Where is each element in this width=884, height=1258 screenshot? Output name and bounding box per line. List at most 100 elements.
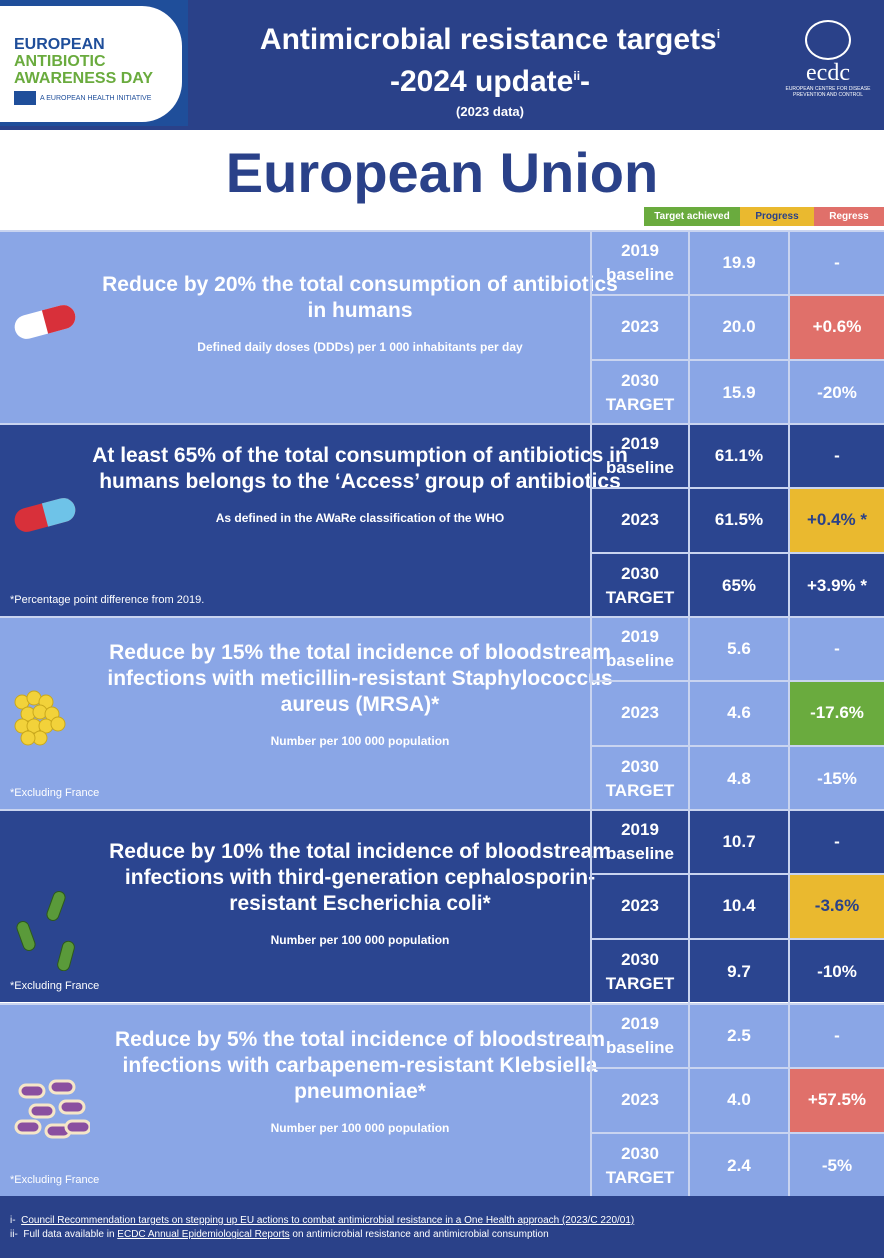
table-row: 2030 TARGET 65% +3.9% * (590, 553, 884, 618)
value-cell: 5.6 (688, 618, 788, 681)
values-table: 2019 baseline 10.7 - 2023 10.4 -3.6% 203… (590, 811, 884, 1004)
year-cell: 2023 (590, 1069, 688, 1132)
table-row: 2023 4.0 +57.5% (590, 1069, 884, 1134)
target-unit: As defined in the AWaRe classification o… (215, 511, 505, 525)
target-unit: Defined daily doses (DDDs) per 1 000 inh… (197, 340, 523, 354)
region-title: European Union (225, 141, 659, 204)
table-row: 2019 baseline 2.5 - (590, 1005, 884, 1070)
target-section: Reduce by 20% the total consumption of a… (0, 230, 884, 425)
value-cell: 15.9 (688, 360, 788, 425)
value-cell: 2.4 (688, 1133, 788, 1198)
values-table: 2019 baseline 61.1% - 2023 61.5% +0.4% *… (590, 425, 884, 618)
year-cell: 2019 baseline (590, 425, 688, 488)
value-cell: 10.4 (688, 875, 788, 938)
year-cell: 2023 (590, 489, 688, 552)
value-cell: 61.1% (688, 425, 788, 488)
eaad-logo: EUROPEAN ANTIBIOTIC AWARENESS DAY A EURO… (0, 0, 188, 126)
target-section: Reduce by 10% the total incidence of blo… (0, 809, 884, 1004)
change-cell: - (788, 425, 884, 488)
year-cell: 2030 TARGET (590, 360, 688, 425)
change-cell: - (788, 1005, 884, 1068)
year-cell: 2030 TARGET (590, 553, 688, 618)
staphylococcus-icon (10, 688, 80, 746)
eu-flag-icon (14, 91, 36, 105)
value-cell: 2.5 (688, 1005, 788, 1068)
year-cell: 2030 TARGET (590, 1133, 688, 1198)
table-row: 2019 baseline 61.1% - (590, 425, 884, 490)
table-row: 2023 61.5% +0.4% * (590, 489, 884, 554)
table-row: 2030 TARGET 4.8 -15% (590, 746, 884, 811)
change-cell: -15% (788, 746, 884, 811)
target-headline: Reduce by 20% the total consumption of a… (102, 273, 618, 322)
year-cell: 2019 baseline (590, 618, 688, 681)
values-table: 2019 baseline 19.9 - 2023 20.0 +0.6% 203… (590, 232, 884, 425)
change-cell: - (788, 618, 884, 681)
target-headline: At least 65% of the total consumption of… (92, 444, 628, 493)
change-cell: -20% (788, 360, 884, 425)
value-cell: 20.0 (688, 296, 788, 359)
values-table: 2019 baseline 5.6 - 2023 4.6 -17.6% 2030… (590, 618, 884, 811)
ecdc-logo: ecdc EUROPEAN CENTRE FOR DISEASE PREVENT… (778, 20, 878, 98)
table-row: 2019 baseline 19.9 - (590, 232, 884, 297)
value-cell: 9.7 (688, 939, 788, 1004)
value-cell: 65% (688, 553, 788, 618)
change-cell: +0.6% (788, 296, 884, 359)
values-table: 2019 baseline 2.5 - 2023 4.0 +57.5% 2030… (590, 1005, 884, 1198)
value-cell: 10.7 (688, 811, 788, 874)
year-cell: 2019 baseline (590, 811, 688, 874)
value-cell: 4.6 (688, 682, 788, 745)
year-cell: 2019 baseline (590, 1005, 688, 1068)
year-cell: 2030 TARGET (590, 746, 688, 811)
footnote: *Percentage point difference from 2019. (10, 594, 205, 606)
table-row: 2030 TARGET 15.9 -20% (590, 360, 884, 425)
footnotes: i- Council Recommendation targets on ste… (0, 1196, 884, 1258)
value-cell: 19.9 (688, 232, 788, 295)
ecdc-reports-link[interactable]: ECDC Annual Epidemiological Reports (117, 1229, 290, 1240)
target-unit: Number per 100 000 population (270, 933, 450, 947)
change-cell: -3.6% (788, 875, 884, 938)
footnote: *Excluding France (10, 980, 100, 992)
change-cell: +3.9% * (788, 553, 884, 618)
target-unit: Number per 100 000 population (270, 734, 450, 748)
klebsiella-icon (10, 1075, 92, 1139)
year-cell: 2023 (590, 296, 688, 359)
pill-red-icon (10, 302, 80, 342)
table-row: 2019 baseline 5.6 - (590, 618, 884, 683)
council-recommendation-link[interactable]: Council Recommendation targets on steppi… (21, 1215, 635, 1226)
table-row: 2030 TARGET 9.7 -10% (590, 939, 884, 1004)
change-cell: - (788, 811, 884, 874)
table-row: 2030 TARGET 2.4 -5% (590, 1133, 884, 1198)
year-cell: 2023 (590, 682, 688, 745)
year-cell: 2023 (590, 875, 688, 938)
globe-icon (805, 20, 851, 60)
value-cell: 4.8 (688, 746, 788, 811)
table-row: 2023 4.6 -17.6% (590, 682, 884, 747)
legend: Target achieved Progress Regress (644, 207, 884, 226)
target-section: Reduce by 5% the total incidence of bloo… (0, 1003, 884, 1198)
change-cell: -5% (788, 1133, 884, 1198)
page-title: Antimicrobial resistance targetsi -2024 … (259, 23, 721, 119)
change-cell: -17.6% (788, 682, 884, 745)
target-headline: Reduce by 15% the total incidence of blo… (107, 641, 613, 716)
pill-blue-icon (10, 495, 80, 535)
value-cell: 4.0 (688, 1069, 788, 1132)
change-cell: -10% (788, 939, 884, 1004)
change-cell: - (788, 232, 884, 295)
value-cell: 61.5% (688, 489, 788, 552)
footnote: *Excluding France (10, 787, 100, 799)
header-banner: EUROPEAN ANTIBIOTIC AWARENESS DAY A EURO… (0, 0, 884, 130)
target-unit: Number per 100 000 population (270, 1121, 450, 1135)
target-headline: Reduce by 5% the total incidence of bloo… (114, 1028, 606, 1103)
change-cell: +0.4% * (788, 489, 884, 552)
table-row: 2019 baseline 10.7 - (590, 811, 884, 876)
target-headline: Reduce by 10% the total incidence of blo… (109, 840, 611, 915)
table-row: 2023 10.4 -3.6% (590, 875, 884, 940)
target-section: Reduce by 15% the total incidence of blo… (0, 616, 884, 811)
change-cell: +57.5% (788, 1069, 884, 1132)
table-row: 2023 20.0 +0.6% (590, 296, 884, 361)
footnote: *Excluding France (10, 1174, 100, 1186)
ecoli-icon (10, 881, 80, 972)
target-section: At least 65% of the total consumption of… (0, 423, 884, 618)
year-cell: 2019 baseline (590, 232, 688, 295)
year-cell: 2030 TARGET (590, 939, 688, 1004)
